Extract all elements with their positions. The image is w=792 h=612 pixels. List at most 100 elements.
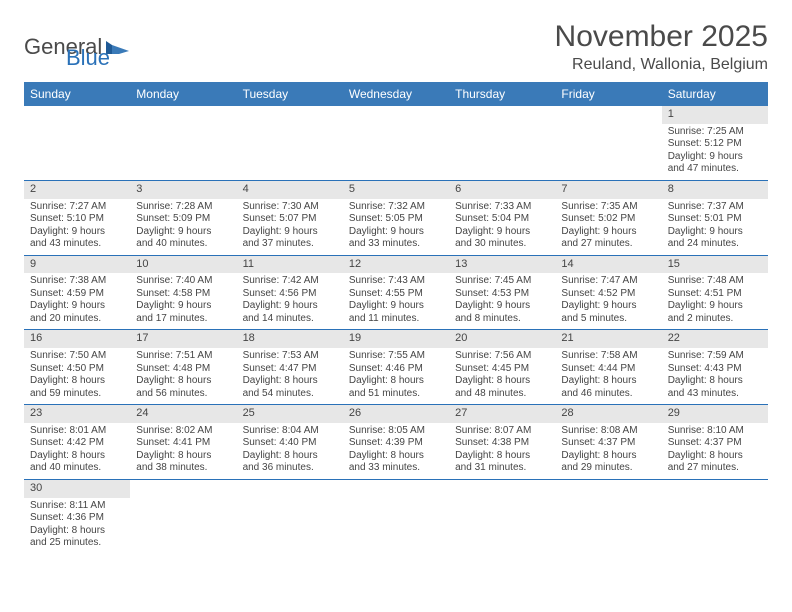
- sunrise-text: Sunrise: 7:27 AM: [30, 201, 124, 214]
- day-content-cell: Sunrise: 8:10 AMSunset: 4:37 PMDaylight:…: [662, 423, 768, 480]
- daylight-text-1: Daylight: 9 hours: [668, 226, 762, 239]
- day-number-cell: 18: [237, 330, 343, 348]
- day-content-cell: Sunrise: 7:32 AMSunset: 5:05 PMDaylight:…: [343, 199, 449, 256]
- daylight-text-2: and 38 minutes.: [136, 462, 230, 475]
- day-content-cell: [237, 498, 343, 554]
- month-title: November 2025: [555, 20, 768, 54]
- sunset-text: Sunset: 4:50 PM: [30, 363, 124, 376]
- sunrise-text: Sunrise: 7:53 AM: [243, 350, 337, 363]
- daylight-text-2: and 27 minutes.: [668, 462, 762, 475]
- day-content-cell: Sunrise: 7:37 AMSunset: 5:01 PMDaylight:…: [662, 199, 768, 256]
- day-content-cell: [449, 498, 555, 554]
- day-number-cell: [130, 479, 236, 497]
- daylight-text-2: and 8 minutes.: [455, 313, 549, 326]
- daylight-text-1: Daylight: 8 hours: [455, 450, 549, 463]
- daylight-text-1: Daylight: 8 hours: [455, 375, 549, 388]
- day-content-cell: Sunrise: 7:50 AMSunset: 4:50 PMDaylight:…: [24, 348, 130, 405]
- sunset-text: Sunset: 5:12 PM: [668, 138, 762, 151]
- day-number-cell: 1: [662, 106, 768, 124]
- sunset-text: Sunset: 4:51 PM: [668, 288, 762, 301]
- daylight-text-2: and 11 minutes.: [349, 313, 443, 326]
- day-content-cell: Sunrise: 8:11 AMSunset: 4:36 PMDaylight:…: [24, 498, 130, 554]
- day-content-cell: Sunrise: 7:45 AMSunset: 4:53 PMDaylight:…: [449, 273, 555, 330]
- daylight-text-1: Daylight: 9 hours: [136, 300, 230, 313]
- day-number-cell: 25: [237, 405, 343, 423]
- daylight-text-2: and 48 minutes.: [455, 388, 549, 401]
- sunset-text: Sunset: 5:05 PM: [349, 213, 443, 226]
- sunset-text: Sunset: 5:04 PM: [455, 213, 549, 226]
- day-content-cell: [343, 498, 449, 554]
- daylight-text-1: Daylight: 9 hours: [561, 226, 655, 239]
- day-content-cell: Sunrise: 7:59 AMSunset: 4:43 PMDaylight:…: [662, 348, 768, 405]
- daylight-text-1: Daylight: 9 hours: [136, 226, 230, 239]
- sunrise-text: Sunrise: 7:50 AM: [30, 350, 124, 363]
- day-content-cell: [343, 124, 449, 181]
- daylight-text-2: and 47 minutes.: [668, 163, 762, 176]
- header: GeneralBlue November 2025 Reuland, Wallo…: [24, 20, 768, 74]
- sunrise-text: Sunrise: 7:51 AM: [136, 350, 230, 363]
- sunset-text: Sunset: 4:48 PM: [136, 363, 230, 376]
- day-content-cell: Sunrise: 7:28 AMSunset: 5:09 PMDaylight:…: [130, 199, 236, 256]
- daylight-text-2: and 37 minutes.: [243, 238, 337, 251]
- day-number-cell: 23: [24, 405, 130, 423]
- daylight-text-2: and 43 minutes.: [30, 238, 124, 251]
- day-number-cell: [449, 479, 555, 497]
- day-content-cell: Sunrise: 7:25 AMSunset: 5:12 PMDaylight:…: [662, 124, 768, 181]
- sunrise-text: Sunrise: 8:07 AM: [455, 425, 549, 438]
- day-header: Friday: [555, 82, 661, 106]
- daylight-text-1: Daylight: 9 hours: [668, 151, 762, 164]
- day-content-cell: Sunrise: 7:55 AMSunset: 4:46 PMDaylight:…: [343, 348, 449, 405]
- day-content-cell: [130, 498, 236, 554]
- sunset-text: Sunset: 5:09 PM: [136, 213, 230, 226]
- daylight-text-1: Daylight: 9 hours: [561, 300, 655, 313]
- day-content-cell: Sunrise: 7:33 AMSunset: 5:04 PMDaylight:…: [449, 199, 555, 256]
- daylight-text-1: Daylight: 8 hours: [243, 450, 337, 463]
- logo: GeneralBlue: [24, 20, 131, 68]
- daylight-text-2: and 36 minutes.: [243, 462, 337, 475]
- day-content-cell: Sunrise: 7:42 AMSunset: 4:56 PMDaylight:…: [237, 273, 343, 330]
- daylight-text-1: Daylight: 8 hours: [136, 450, 230, 463]
- day-number-cell: 26: [343, 405, 449, 423]
- day-number-cell: 4: [237, 180, 343, 198]
- day-number-cell: 19: [343, 330, 449, 348]
- sunrise-text: Sunrise: 7:42 AM: [243, 275, 337, 288]
- daylight-text-2: and 46 minutes.: [561, 388, 655, 401]
- day-number-cell: 21: [555, 330, 661, 348]
- sunset-text: Sunset: 4:41 PM: [136, 437, 230, 450]
- day-number-cell: 2: [24, 180, 130, 198]
- daylight-text-2: and 56 minutes.: [136, 388, 230, 401]
- day-content-cell: Sunrise: 7:56 AMSunset: 4:45 PMDaylight:…: [449, 348, 555, 405]
- sunset-text: Sunset: 4:42 PM: [30, 437, 124, 450]
- sunset-text: Sunset: 4:52 PM: [561, 288, 655, 301]
- day-number-cell: 27: [449, 405, 555, 423]
- day-number-cell: [237, 106, 343, 124]
- day-number-cell: 3: [130, 180, 236, 198]
- daylight-text-1: Daylight: 8 hours: [136, 375, 230, 388]
- daylight-text-2: and 33 minutes.: [349, 238, 443, 251]
- daylight-text-1: Daylight: 8 hours: [30, 450, 124, 463]
- sunrise-text: Sunrise: 8:04 AM: [243, 425, 337, 438]
- sunrise-text: Sunrise: 7:43 AM: [349, 275, 443, 288]
- day-number-cell: 22: [662, 330, 768, 348]
- day-number-cell: 28: [555, 405, 661, 423]
- day-content-cell: Sunrise: 8:07 AMSunset: 4:38 PMDaylight:…: [449, 423, 555, 480]
- sunset-text: Sunset: 4:53 PM: [455, 288, 549, 301]
- daylight-text-1: Daylight: 9 hours: [30, 300, 124, 313]
- daylight-text-1: Daylight: 9 hours: [455, 300, 549, 313]
- sunrise-text: Sunrise: 8:02 AM: [136, 425, 230, 438]
- day-content-cell: [449, 124, 555, 181]
- day-number-cell: [130, 106, 236, 124]
- sunrise-text: Sunrise: 7:28 AM: [136, 201, 230, 214]
- day-number-cell: 10: [130, 255, 236, 273]
- day-number-cell: [237, 479, 343, 497]
- daylight-text-1: Daylight: 8 hours: [349, 375, 443, 388]
- logo-text-2: Blue: [66, 45, 110, 71]
- daylight-text-2: and 54 minutes.: [243, 388, 337, 401]
- day-number-cell: 29: [662, 405, 768, 423]
- day-number-cell: 5: [343, 180, 449, 198]
- daylight-text-1: Daylight: 8 hours: [561, 375, 655, 388]
- day-content-cell: Sunrise: 7:40 AMSunset: 4:58 PMDaylight:…: [130, 273, 236, 330]
- sunrise-text: Sunrise: 8:05 AM: [349, 425, 443, 438]
- sunrise-text: Sunrise: 8:08 AM: [561, 425, 655, 438]
- sunset-text: Sunset: 4:47 PM: [243, 363, 337, 376]
